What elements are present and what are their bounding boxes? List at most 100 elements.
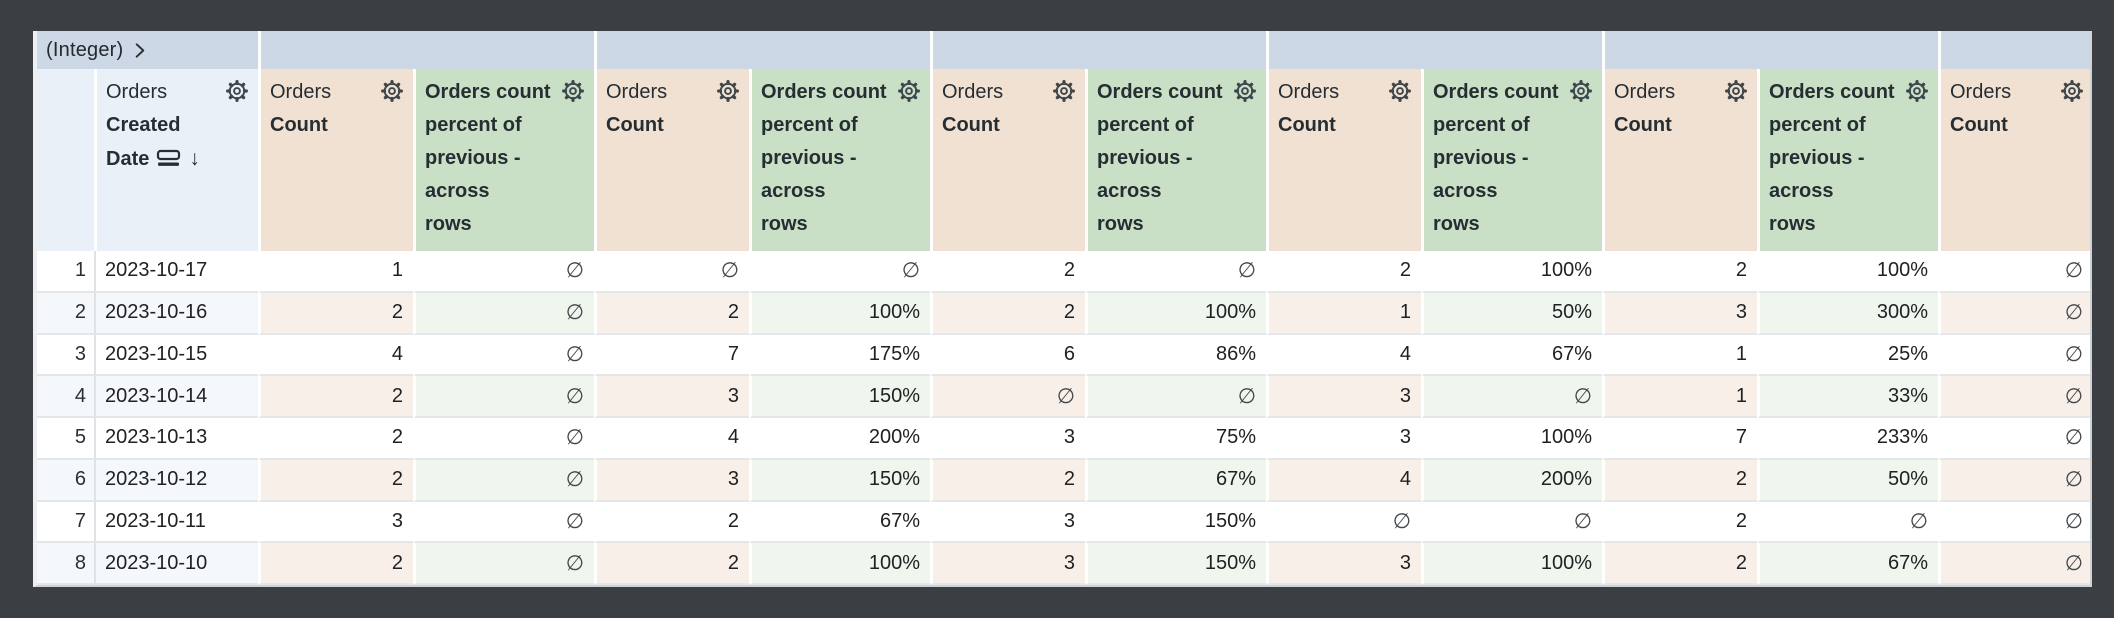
cell-count[interactable]: 2 bbox=[258, 376, 413, 418]
cell-percent[interactable]: 50% bbox=[1757, 459, 1938, 502]
cell-percent[interactable]: 150% bbox=[749, 376, 930, 418]
gear-icon[interactable] bbox=[1387, 78, 1413, 104]
cell-percent[interactable]: 25% bbox=[1757, 334, 1938, 377]
cell-percent[interactable]: 67% bbox=[1757, 543, 1938, 585]
cell-percent[interactable]: 150% bbox=[749, 459, 930, 502]
cell-count[interactable]: 2 bbox=[258, 418, 413, 460]
cell-percent[interactable]: 86% bbox=[1085, 334, 1266, 377]
cell-percent[interactable]: 50% bbox=[1421, 292, 1602, 335]
cell-date[interactable]: 2023-10-13 bbox=[94, 418, 258, 460]
gear-icon[interactable] bbox=[560, 78, 586, 104]
cell-percent[interactable]: 33% bbox=[1757, 376, 1938, 418]
column-header-orders-count[interactable]: Orders Count bbox=[1266, 69, 1421, 251]
gear-icon[interactable] bbox=[224, 78, 250, 104]
column-header-orders-count[interactable]: Orders Count bbox=[594, 69, 749, 251]
cell-date[interactable]: 2023-10-11 bbox=[94, 501, 258, 544]
cell-date[interactable]: 2023-10-16 bbox=[94, 292, 258, 335]
column-header-orders-created-date[interactable]: Orders Created Date ↓ bbox=[94, 69, 258, 251]
column-header-percent-of-previous[interactable]: Orders count percent of previous - acros… bbox=[1757, 69, 1938, 251]
gear-icon[interactable] bbox=[1904, 78, 1930, 104]
cell-percent[interactable]: 200% bbox=[749, 418, 930, 460]
cell-percent[interactable]: 175% bbox=[749, 334, 930, 377]
gear-icon[interactable] bbox=[1568, 78, 1594, 104]
column-header-orders-count[interactable]: Orders Count bbox=[1602, 69, 1757, 251]
cell-percent[interactable]: 233% bbox=[1757, 418, 1938, 460]
gear-icon[interactable] bbox=[379, 78, 405, 104]
cell-count[interactable]: 3 bbox=[594, 376, 749, 418]
cell-count[interactable]: 7 bbox=[594, 334, 749, 377]
cell-percent: ∅ bbox=[413, 459, 594, 502]
cell-count[interactable]: 3 bbox=[930, 543, 1085, 585]
cell-percent[interactable]: 67% bbox=[1421, 334, 1602, 377]
cell-count[interactable]: 2 bbox=[594, 501, 749, 544]
column-header-orders-count[interactable]: Orders Count bbox=[930, 69, 1085, 251]
cell-count[interactable]: 3 bbox=[1266, 543, 1421, 585]
cell-percent[interactable]: 100% bbox=[1421, 543, 1602, 585]
cell-count[interactable]: 2 bbox=[258, 292, 413, 335]
cell-count[interactable]: 2 bbox=[930, 459, 1085, 502]
cell-count[interactable]: 3 bbox=[930, 418, 1085, 460]
cell-count[interactable]: 2 bbox=[930, 251, 1085, 293]
cell-count[interactable]: 1 bbox=[1602, 376, 1757, 418]
cell-percent[interactable]: 67% bbox=[749, 501, 930, 544]
cell-percent[interactable]: 100% bbox=[1421, 418, 1602, 460]
cell-date[interactable]: 2023-10-17 bbox=[94, 251, 258, 293]
cell-count[interactable]: 4 bbox=[1266, 334, 1421, 377]
column-header-orders-count[interactable]: Orders Count bbox=[258, 69, 413, 251]
cell-percent[interactable]: 100% bbox=[1421, 251, 1602, 293]
cell-count[interactable]: 1 bbox=[1266, 292, 1421, 335]
cell-percent[interactable]: 100% bbox=[749, 292, 930, 335]
pivot-group-header bbox=[258, 31, 594, 69]
gear-icon[interactable] bbox=[896, 78, 922, 104]
column-header-percent-of-previous[interactable]: Orders count percent of previous - acros… bbox=[1085, 69, 1266, 251]
cell-percent[interactable]: 75% bbox=[1085, 418, 1266, 460]
cell-count[interactable]: 1 bbox=[1602, 334, 1757, 377]
cell-count[interactable]: 3 bbox=[1266, 418, 1421, 460]
cell-count[interactable]: 2 bbox=[594, 543, 749, 585]
cell-count[interactable]: 3 bbox=[594, 459, 749, 502]
cell-percent[interactable]: 100% bbox=[1757, 251, 1938, 293]
cell-percent: ∅ bbox=[1085, 376, 1266, 418]
cell-count[interactable]: 2 bbox=[930, 292, 1085, 335]
cell-percent[interactable]: 150% bbox=[1085, 543, 1266, 585]
cell-count[interactable]: 3 bbox=[258, 501, 413, 544]
column-header-percent-of-previous[interactable]: Orders count percent of previous - acros… bbox=[749, 69, 930, 251]
cell-count[interactable]: 2 bbox=[1602, 501, 1757, 544]
cell-count[interactable]: 3 bbox=[930, 501, 1085, 544]
cell-count[interactable]: 1 bbox=[258, 251, 413, 293]
cell-count[interactable]: 3 bbox=[1266, 376, 1421, 418]
cell-count[interactable]: 4 bbox=[1266, 459, 1421, 502]
cell-percent[interactable]: 200% bbox=[1421, 459, 1602, 502]
cell-percent[interactable]: 67% bbox=[1085, 459, 1266, 502]
cell-percent[interactable]: 150% bbox=[1085, 501, 1266, 544]
column-header-percent-of-previous[interactable]: Orders count percent of previous - acros… bbox=[413, 69, 594, 251]
cell-count[interactable]: 6 bbox=[930, 334, 1085, 377]
column-header-orders-count[interactable]: Orders Count bbox=[1938, 69, 2090, 251]
cell-count[interactable]: 3 bbox=[1602, 292, 1757, 335]
pivot-collapse-header[interactable]: (Integer) bbox=[37, 31, 258, 69]
column-header-percent-of-previous[interactable]: Orders count percent of previous - acros… bbox=[1421, 69, 1602, 251]
cell-count[interactable]: 7 bbox=[1602, 418, 1757, 460]
cell-count[interactable]: 2 bbox=[258, 543, 413, 585]
cell-date[interactable]: 2023-10-12 bbox=[94, 459, 258, 502]
cell-count[interactable]: 2 bbox=[1602, 459, 1757, 502]
cell-count[interactable]: 2 bbox=[1602, 251, 1757, 293]
cell-percent: ∅ bbox=[413, 501, 594, 544]
cell-count[interactable]: 2 bbox=[258, 459, 413, 502]
gear-icon[interactable] bbox=[1723, 78, 1749, 104]
cell-count[interactable]: 4 bbox=[258, 334, 413, 377]
cell-count[interactable]: 2 bbox=[1266, 251, 1421, 293]
gear-icon[interactable] bbox=[1232, 78, 1258, 104]
gear-icon[interactable] bbox=[1051, 78, 1077, 104]
gear-icon[interactable] bbox=[2059, 78, 2085, 104]
cell-count[interactable]: 2 bbox=[594, 292, 749, 335]
cell-percent[interactable]: 300% bbox=[1757, 292, 1938, 335]
gear-icon[interactable] bbox=[715, 78, 741, 104]
cell-percent[interactable]: 100% bbox=[749, 543, 930, 585]
cell-date[interactable]: 2023-10-10 bbox=[94, 543, 258, 585]
cell-percent[interactable]: 100% bbox=[1085, 292, 1266, 335]
cell-count[interactable]: 2 bbox=[1602, 543, 1757, 585]
cell-count[interactable]: 4 bbox=[594, 418, 749, 460]
cell-date[interactable]: 2023-10-14 bbox=[94, 376, 258, 418]
cell-date[interactable]: 2023-10-15 bbox=[94, 334, 258, 377]
